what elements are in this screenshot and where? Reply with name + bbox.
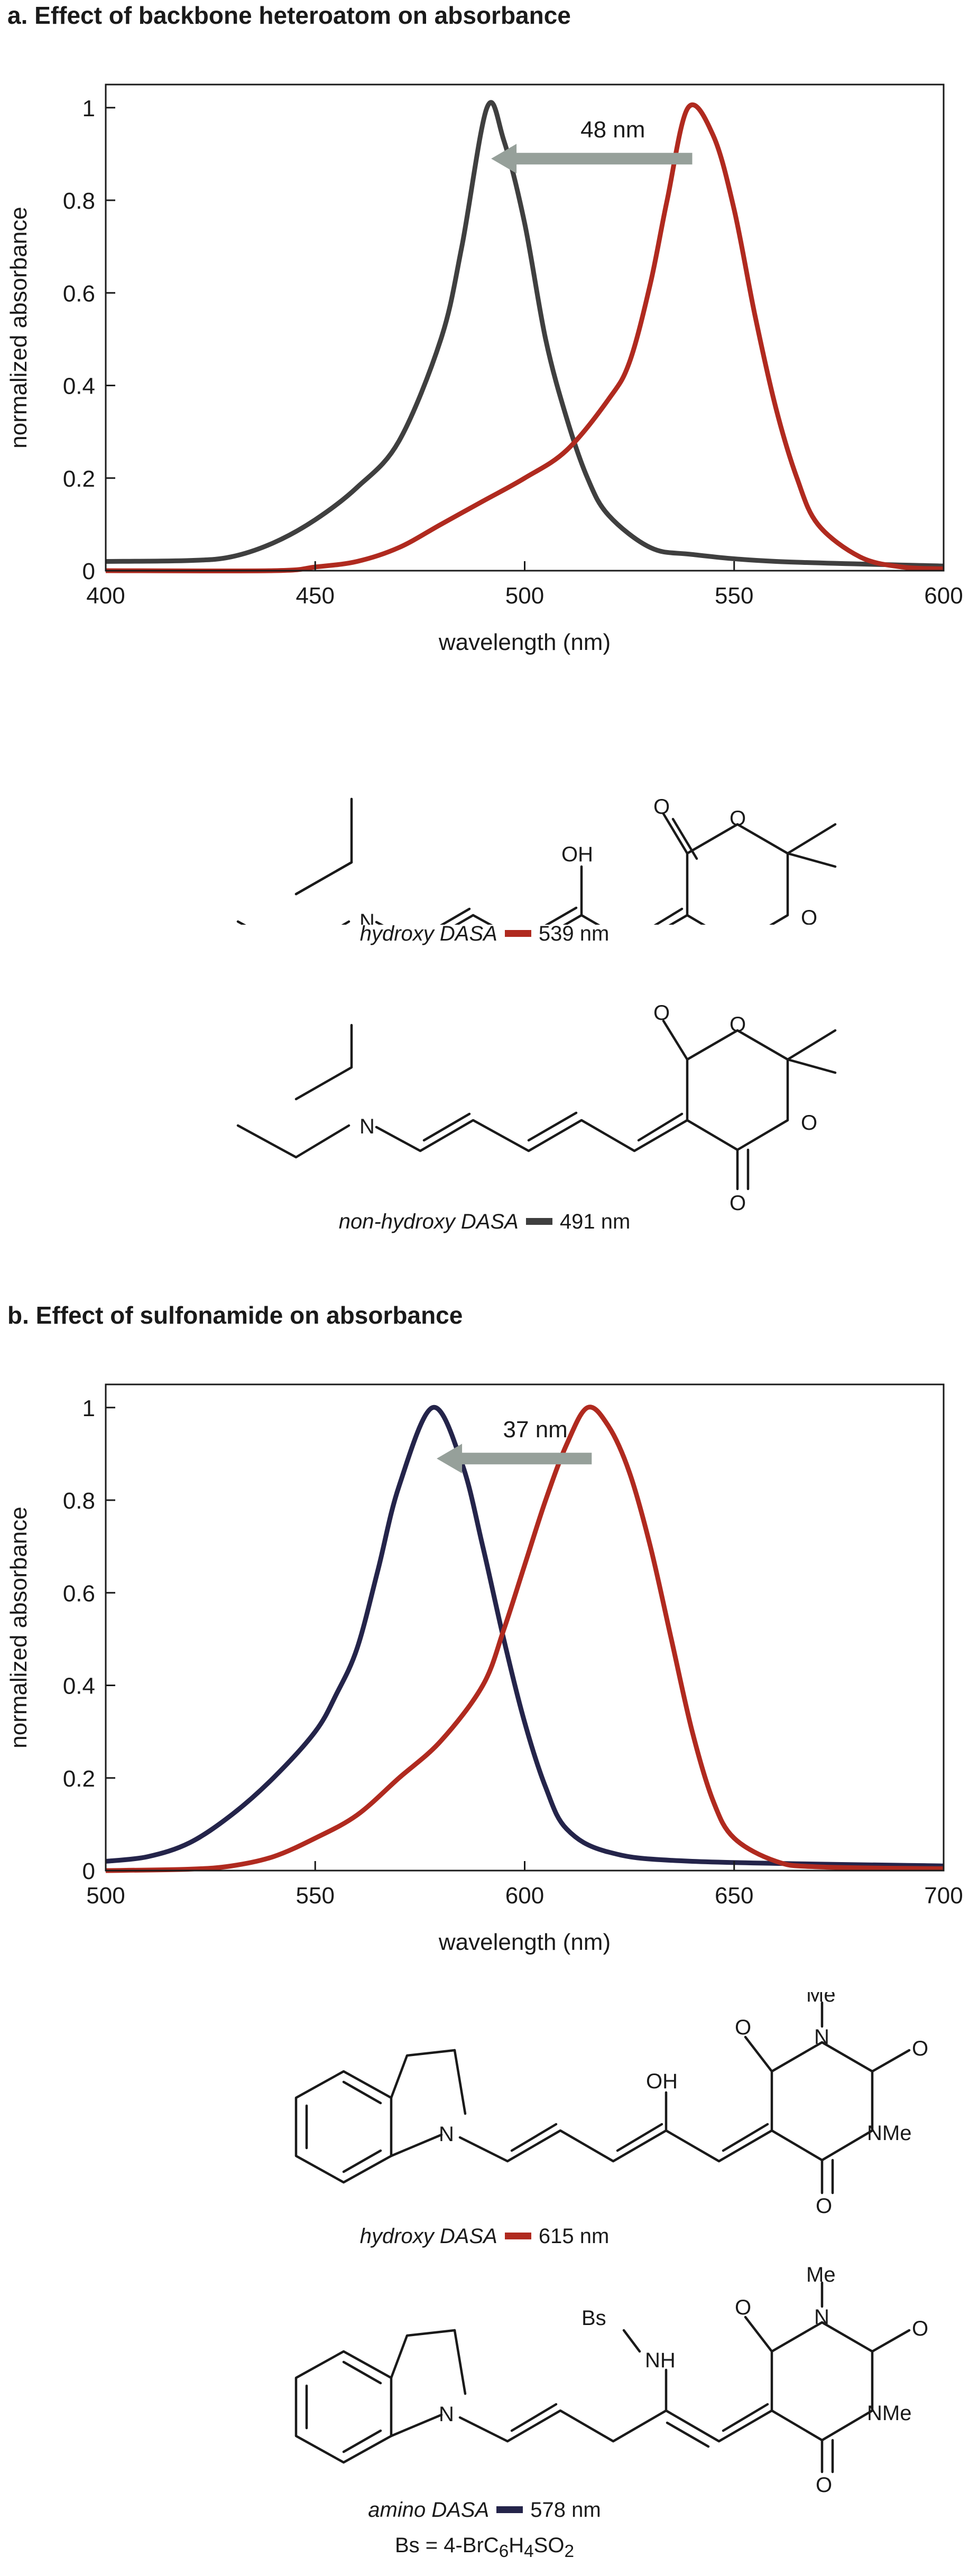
atom-o-a1-3: O: [801, 906, 817, 925]
chart-a: 0 0.2 0.4 0.6 0.8 1 400 450 500 550 600 wavelength …: [6, 83, 963, 655]
bs-note-mid: H: [509, 2534, 524, 2557]
atom-n-a1: N: [359, 910, 375, 925]
series-line-0: [105, 100, 944, 569]
bs-note-text: Bs = 4-BrC: [394, 2534, 499, 2557]
compound-name: non-hydroxy DASA: [338, 1210, 519, 1233]
atom-me-b2: Me: [806, 2263, 836, 2286]
legend-swatch-red: [504, 2232, 531, 2239]
shift-label: 37 nm: [503, 1417, 568, 1443]
structure-hydroxy-dasa-b: N OH O N Me O NMe O: [294, 1992, 928, 2214]
x-tick-label: 600: [505, 1883, 544, 1909]
structure-hydroxy-dasa-a: N OH O O O: [236, 795, 837, 925]
atom-n-b1-top: N: [814, 2025, 829, 2049]
y-tick-label: 1: [82, 1396, 95, 1421]
y-tick-label: 0.4: [63, 374, 95, 399]
x-tick-label: 550: [715, 583, 753, 609]
x-tick-label: 700: [924, 1883, 963, 1909]
x-axis-label: wavelength (nm): [438, 1929, 611, 1955]
atom-nme-b2: NMe: [867, 2402, 911, 2425]
atom-oh-b1: OH: [646, 2070, 678, 2093]
y-tick-label: 0.4: [63, 1673, 95, 1699]
caption-amino-dasa: amino DASA 578 nm: [0, 2498, 969, 2522]
atom-nh-b2: NH: [645, 2349, 676, 2372]
y-axis-label: normalized absorbance: [6, 207, 32, 448]
x-tick-label: 650: [715, 1883, 753, 1909]
bs-sub-3: 2: [564, 2542, 575, 2561]
caption-hydroxy-dasa-b: hydroxy DASA 615 nm: [0, 2225, 969, 2248]
atom-o-a1-1: O: [653, 795, 670, 819]
atom-n-b2-top: N: [814, 2305, 829, 2329]
y-tick-label: 0.8: [63, 188, 95, 214]
compound-value: 578 nm: [530, 2498, 601, 2522]
y-tick-label: 0: [82, 1858, 95, 1884]
panel-a-heading: a. Effect of backbone heteroatom on abso…: [7, 2, 571, 29]
x-axis-label: wavelength (nm): [438, 629, 611, 655]
atom-o-a2-2: O: [730, 1013, 746, 1036]
atom-me-b1: Me: [806, 1992, 836, 2006]
x-tick-label: 400: [86, 583, 125, 609]
compound-value: 615 nm: [538, 2225, 610, 2248]
legend-swatch-navy: [496, 2506, 523, 2513]
atom-n-a2: N: [359, 1115, 375, 1138]
y-axis-label: normalized absorbance: [6, 1506, 32, 1748]
series-line-0: [105, 1405, 944, 1868]
x-tick-label: 500: [86, 1883, 125, 1909]
panel-b-heading: b. Effect of sulfonamide on absorbance: [7, 1301, 463, 1329]
atom-o-b2-1: O: [735, 2296, 751, 2319]
structure-amino-dasa: N NH Bs O N Me O NMe O: [294, 2263, 928, 2494]
y-tick-label: 0.6: [63, 1580, 95, 1606]
series-line-1: [105, 1405, 944, 1873]
atom-o-b2-3: O: [816, 2473, 832, 2494]
caption-hydroxy-dasa-a: hydroxy DASA 539 nm: [0, 922, 969, 946]
y-tick-label: 0: [82, 559, 95, 584]
compound-name: hydroxy DASA: [359, 922, 497, 945]
compound-value: 491 nm: [559, 1210, 631, 1233]
bs-note-end: SO: [533, 2534, 565, 2557]
y-tick-label: 0.2: [63, 466, 95, 492]
atom-o-b2-2: O: [912, 2317, 928, 2340]
atom-o-b1-2: O: [912, 2037, 928, 2060]
atom-o-a1-2: O: [730, 807, 746, 830]
y-tick-label: 0.6: [63, 281, 95, 306]
atom-o-a2-4: O: [730, 1192, 746, 1215]
shift-arrow-head: [491, 144, 517, 174]
y-tick-label: 0.2: [63, 1766, 95, 1792]
y-tick-label: 1: [82, 96, 95, 122]
atom-nme-b1: NMe: [867, 2122, 911, 2145]
x-tick-label: 600: [924, 583, 963, 609]
x-tick-label: 550: [296, 1883, 335, 1909]
atom-oh-a1: OH: [561, 843, 593, 866]
structure-non-hydroxy-dasa: N O O O O: [236, 1001, 837, 1215]
atom-bs-b2: Bs: [582, 2307, 606, 2330]
atom-n-b2: N: [439, 2403, 454, 2426]
bs-sub-1: 6: [499, 2542, 509, 2561]
y-tick-label: 0.8: [63, 1488, 95, 1514]
series-line-1: [105, 102, 944, 574]
bs-definition: Bs = 4-BrC6H4SO2: [0, 2534, 969, 2562]
atom-o-a2-1: O: [653, 1001, 670, 1025]
caption-non-hydroxy-dasa: non-hydroxy DASA 491 nm: [0, 1210, 969, 1234]
legend-swatch-gray: [525, 1217, 552, 1225]
bs-sub-2: 4: [524, 2542, 534, 2561]
compound-name: hydroxy DASA: [359, 2225, 497, 2248]
compound-value: 539 nm: [538, 922, 610, 945]
atom-o-b1-3: O: [816, 2194, 832, 2214]
chart-b: 0 0.2 0.4 0.6 0.8 1 500 550 600 650 700 wavelength …: [6, 1383, 963, 1955]
shift-arrow-head: [437, 1444, 463, 1474]
shift-label: 48 nm: [580, 117, 645, 143]
atom-n-b1: N: [439, 2123, 454, 2146]
x-tick-label: 450: [296, 583, 335, 609]
x-tick-label: 500: [505, 583, 544, 609]
atom-o-a2-3: O: [801, 1111, 817, 1134]
compound-name: amino DASA: [368, 2498, 490, 2522]
legend-swatch-red: [504, 929, 531, 937]
atom-o-b1-1: O: [735, 2016, 751, 2039]
